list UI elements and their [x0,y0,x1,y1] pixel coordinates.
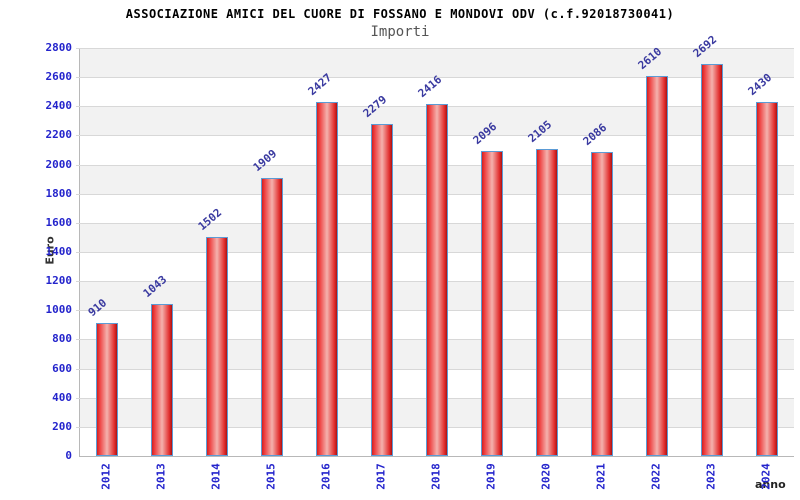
gridline [76,77,794,79]
plot-area: 910 1043 1502 1909 2427 2279 2416 2096 2105 2086 2… [76,33,794,457]
x-tick-label-2019: 2019 [484,463,498,490]
bar-2016 [316,102,339,456]
y-tick-label: 1600 [45,215,73,229]
chart-subtitle: Importi [370,24,430,40]
bar-2020 [535,149,558,456]
bar-2023 [700,63,723,456]
y-tick-label: 2000 [45,157,73,171]
y-tick-label: 2600 [45,70,73,84]
bar-2015 [261,177,284,456]
y-tick-label: 0 [65,449,72,462]
plot-band [80,77,794,107]
bar-2013 [151,304,174,456]
bar-2014 [206,237,229,456]
x-tick-label-2015: 2015 [264,463,278,490]
y-tick-label: 2200 [45,128,73,142]
x-tick-label-2017: 2017 [374,463,388,490]
x-tick-label-2018: 2018 [429,463,443,490]
bar-2021 [590,152,613,456]
x-tick-label-2016: 2016 [319,463,333,490]
y-tick-label: 1400 [45,245,73,258]
y-tick-label: 600 [52,361,72,375]
bar-2019 [480,150,503,456]
bar-2024 [755,101,778,456]
bar-2017 [371,123,394,456]
y-tick-label: 1000 [45,303,73,317]
y-tick-label: 200 [52,419,72,433]
y-tick-label: 1200 [45,274,73,288]
x-axis-title: anno [755,478,786,491]
bar-2022 [645,75,668,456]
plot-band [80,48,794,78]
x-tick-label-2013: 2013 [154,463,168,490]
x-tick-label-2012: 2012 [99,463,113,490]
x-tick-label-2024: 2024 [759,463,773,490]
x-tick-label-2021: 2021 [594,463,608,490]
x-tick-label-2014: 2014 [209,463,223,490]
y-tick-label: 2800 [45,41,73,54]
y-tick-label: 400 [52,390,72,404]
x-tick-label-2023: 2023 [704,463,718,490]
x-tick-label-2022: 2022 [649,463,663,490]
bar-2012 [96,323,119,456]
chart-title: ASSOCIAZIONE AMICI DEL CUORE DI FOSSANO … [125,7,675,21]
x-tick-label-2020: 2020 [539,463,553,490]
bar-2018 [426,103,448,456]
y-tick-label: 800 [52,332,72,346]
y-tick-label: 1800 [45,186,73,200]
gridline [76,48,794,49]
y-tick-label: 2400 [45,99,73,113]
